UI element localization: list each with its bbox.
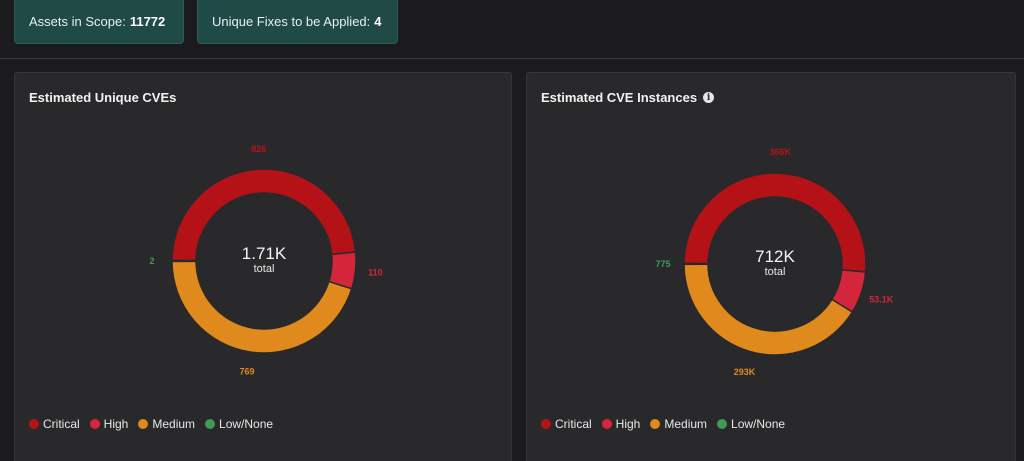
- legend-dot-medium: [650, 419, 660, 429]
- assets-in-scope-badge[interactable]: Assets in Scope: 11772: [14, 0, 184, 44]
- cve-instances-title: Estimated CVE Instances: [541, 90, 697, 105]
- legend-label: Low/None: [731, 417, 785, 431]
- slice-value-label-low: 775: [655, 259, 670, 269]
- donut-slice-low[interactable]: [172, 260, 196, 261]
- legend-label: Medium: [152, 417, 195, 431]
- legend-dot-critical: [29, 419, 39, 429]
- legend-item-low[interactable]: Low/None: [205, 417, 273, 431]
- unique-cves-card: 826 110 769 2 1.71K total Estimated Unique CV…: [14, 72, 512, 461]
- slice-value-label-medium: 293K: [734, 367, 756, 377]
- center-total-value: 712K: [755, 247, 795, 266]
- donut-slice-low[interactable]: [684, 263, 708, 264]
- legend-dot-high: [602, 419, 612, 429]
- fixes-label: Unique Fixes to be Applied:: [212, 14, 370, 29]
- fixes-value: 4: [374, 14, 381, 29]
- center-total-label: total: [765, 266, 786, 278]
- legend-item-medium[interactable]: Medium: [650, 417, 707, 431]
- legend-label: Medium: [664, 417, 707, 431]
- legend-item-low[interactable]: Low/None: [717, 417, 785, 431]
- cve-instances-card: 366K 53.1K 293K 775 712K total Estimated CVE …: [526, 72, 1016, 461]
- slice-value-label-high: 110: [368, 268, 383, 278]
- legend-dot-high: [90, 419, 100, 429]
- legend: Critical High Medium Low/None: [29, 417, 273, 431]
- legend-item-medium[interactable]: Medium: [138, 417, 195, 431]
- dashboard: Assets in Scope: 11772 Unique Fixes to b…: [0, 0, 1024, 461]
- slice-value-label-low: 2: [149, 256, 154, 266]
- legend-label: High: [104, 417, 129, 431]
- legend: Critical High Medium Low/None: [541, 417, 785, 431]
- unique-fixes-badge[interactable]: Unique Fixes to be Applied: 4: [197, 0, 398, 44]
- card-title: Estimated Unique CVEs: [29, 90, 176, 105]
- legend-label: High: [616, 417, 641, 431]
- center-total-label: total: [254, 263, 275, 275]
- assets-label: Assets in Scope:: [29, 14, 126, 29]
- legend-item-high[interactable]: High: [90, 417, 129, 431]
- legend-label: Critical: [555, 417, 592, 431]
- assets-value: 11772: [130, 14, 165, 29]
- slice-value-label-critical: 826: [251, 144, 266, 154]
- unique-cves-title: Estimated Unique CVEs: [29, 90, 176, 105]
- legend-dot-medium: [138, 419, 148, 429]
- donut-slice-medium[interactable]: [172, 261, 352, 353]
- legend-label: Critical: [43, 417, 80, 431]
- legend-item-critical[interactable]: Critical: [541, 417, 592, 431]
- divider: [0, 58, 1024, 59]
- legend-label: Low/None: [219, 417, 273, 431]
- slice-value-label-high: 53.1K: [869, 294, 894, 304]
- legend-dot-critical: [541, 419, 551, 429]
- legend-item-high[interactable]: High: [602, 417, 641, 431]
- slice-value-label-critical: 366K: [769, 147, 791, 157]
- legend-item-critical[interactable]: Critical: [29, 417, 80, 431]
- legend-dot-low: [205, 419, 215, 429]
- center-total-value: 1.71K: [242, 244, 287, 263]
- info-icon[interactable]: i: [703, 92, 714, 103]
- card-title: Estimated CVE Instances i: [541, 90, 714, 105]
- legend-dot-low: [717, 419, 727, 429]
- slice-value-label-medium: 769: [240, 367, 255, 377]
